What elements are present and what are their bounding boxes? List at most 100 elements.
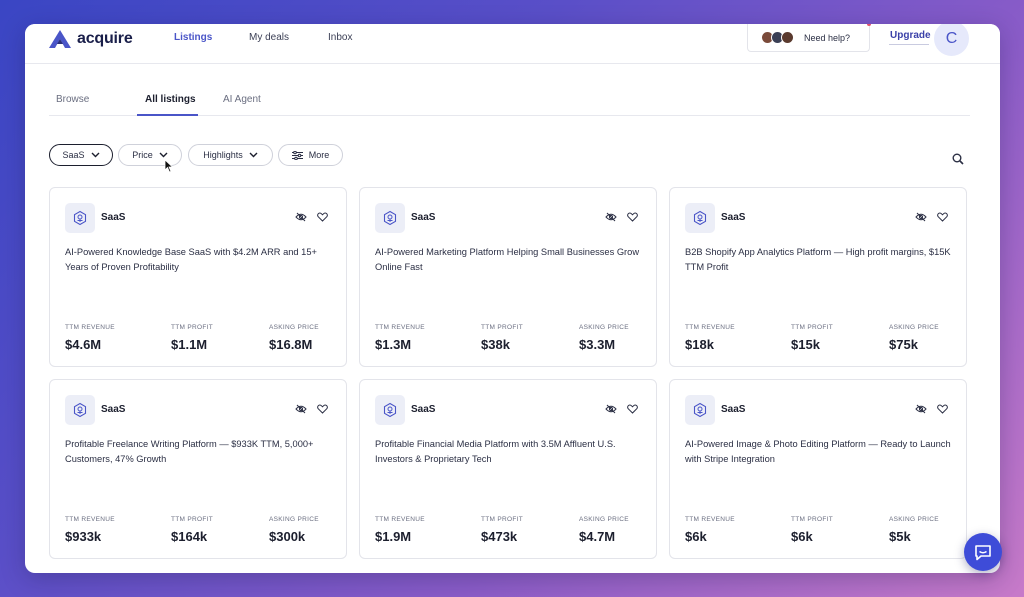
ttm-profit-label: TTM PROFIT — [171, 324, 213, 331]
tab-all-listings[interactable]: All listings — [145, 94, 196, 105]
saas-category-icon — [65, 203, 95, 233]
chat-support-button[interactable] — [964, 533, 1002, 571]
ttm-revenue-label: TTM REVENUE — [685, 324, 735, 331]
nav-inbox[interactable]: Inbox — [328, 32, 353, 43]
listing-card[interactable]: SaaS B2B Shopify App Analytics Platform … — [669, 187, 967, 367]
hide-icon[interactable] — [915, 404, 927, 414]
upgrade-underline — [889, 44, 929, 45]
hide-icon[interactable] — [295, 404, 307, 414]
asking-price-value: $4.7M — [579, 529, 616, 544]
ttm-revenue-value: $933k — [65, 529, 102, 544]
app-window: acquire Listings My deals Inbox Need hel… — [25, 24, 1000, 573]
ttm-revenue-value: $18k — [685, 337, 714, 352]
ttm-revenue-label: TTM REVENUE — [65, 324, 115, 331]
asking-price-label: ASKING PRICE — [579, 324, 629, 331]
saas-category-icon — [375, 395, 405, 425]
listing-title[interactable]: Profitable Financial Media Platform with… — [375, 439, 616, 464]
filter-label: Highlights — [203, 150, 243, 160]
hide-icon[interactable] — [605, 212, 617, 222]
asking-price-value: $75k — [889, 337, 918, 352]
mouse-cursor-icon — [164, 159, 174, 173]
acquire-logo-icon — [49, 30, 71, 48]
notification-dot — [867, 24, 871, 26]
ttm-revenue-label: TTM REVENUE — [375, 516, 425, 523]
saas-category-icon — [685, 395, 715, 425]
asking-price-value: $300k — [269, 529, 306, 544]
listing-category: SaaS — [721, 404, 746, 415]
listing-card[interactable]: SaaS AI-Powered Marketing Platform Helpi… — [359, 187, 657, 367]
listing-card[interactable]: SaaS AI-Powered Knowledge Base SaaS with… — [49, 187, 347, 367]
filter-label: SaaS — [62, 150, 85, 160]
listing-title[interactable]: AI-Powered Knowledge Base SaaS with $4.2… — [65, 247, 317, 272]
ttm-profit-label: TTM PROFIT — [791, 516, 833, 523]
logo[interactable]: acquire — [48, 28, 133, 50]
listing-category: SaaS — [721, 212, 746, 223]
chat-icon — [975, 544, 991, 560]
user-avatar[interactable]: C — [934, 24, 969, 56]
sliders-icon — [291, 150, 303, 160]
nav-listings[interactable]: Listings — [174, 32, 213, 43]
filter-label: More — [308, 150, 330, 160]
chevron-down-icon — [91, 152, 100, 158]
search-icon[interactable] — [952, 153, 964, 165]
ttm-revenue-value: $1.3M — [375, 337, 412, 352]
heart-icon[interactable] — [937, 212, 948, 222]
ttm-revenue-label: TTM REVENUE — [375, 324, 425, 331]
asking-price-value: $16.8M — [269, 337, 313, 352]
hide-icon[interactable] — [605, 404, 617, 414]
tab-browse[interactable]: Browse — [56, 94, 90, 105]
listing-card[interactable]: SaaS Profitable Freelance Writing Platfo… — [49, 379, 347, 559]
listing-card[interactable]: SaaS AI-Powered Image & Photo Editing Pl… — [669, 379, 967, 559]
heart-icon[interactable] — [937, 404, 948, 414]
help-button[interactable]: Need help? — [747, 24, 871, 52]
support-avatar — [781, 31, 794, 44]
ttm-revenue-value: $4.6M — [65, 337, 102, 352]
listing-category: SaaS — [411, 212, 436, 223]
filter-saas[interactable]: SaaS — [49, 144, 113, 166]
hide-icon[interactable] — [915, 212, 927, 222]
ttm-profit-label: TTM PROFIT — [481, 324, 523, 331]
heart-icon[interactable] — [627, 404, 638, 414]
ttm-profit-value: $15k — [791, 337, 820, 352]
tab-ai-agent[interactable]: AI Agent — [223, 94, 261, 105]
listing-title[interactable]: AI-Powered Marketing Platform Helping Sm… — [375, 247, 640, 272]
hide-icon[interactable] — [295, 212, 307, 222]
help-label: Need help? — [804, 32, 851, 43]
upgrade-link[interactable]: Upgrade — [890, 30, 931, 41]
saas-category-icon — [375, 203, 405, 233]
brand-name: acquire — [77, 30, 133, 47]
top-navigation: acquire Listings My deals Inbox Need hel… — [25, 24, 1000, 64]
ttm-profit-value: $164k — [171, 529, 208, 544]
ttm-profit-value: $6k — [791, 529, 813, 544]
ttm-profit-value: $473k — [481, 529, 518, 544]
listing-tabs: Browse All listings AI Agent — [49, 88, 970, 116]
ttm-profit-value: $1.1M — [171, 337, 208, 352]
active-tab-indicator — [137, 114, 198, 116]
saas-category-icon — [685, 203, 715, 233]
ttm-profit-label: TTM PROFIT — [791, 324, 833, 331]
listing-category: SaaS — [411, 404, 436, 415]
nav-my-deals[interactable]: My deals — [249, 32, 290, 43]
asking-price-label: ASKING PRICE — [889, 516, 939, 523]
listing-title[interactable]: Profitable Freelance Writing Platform — … — [65, 439, 314, 464]
listing-category: SaaS — [101, 212, 126, 223]
listing-title[interactable]: AI-Powered Image & Photo Editing Platfor… — [685, 439, 951, 464]
filter-label: Price — [132, 150, 153, 160]
ttm-profit-label: TTM PROFIT — [171, 516, 213, 523]
chevron-down-icon — [159, 152, 168, 158]
listing-title[interactable]: B2B Shopify App Analytics Platform — Hig… — [685, 247, 951, 272]
asking-price-value: $3.3M — [579, 337, 616, 352]
ttm-profit-value: $38k — [481, 337, 510, 352]
asking-price-label: ASKING PRICE — [269, 324, 319, 331]
listing-card[interactable]: SaaS Profitable Financial Media Platform… — [359, 379, 657, 559]
heart-icon[interactable] — [317, 212, 328, 222]
asking-price-label: ASKING PRICE — [889, 324, 939, 331]
listing-category: SaaS — [101, 404, 126, 415]
heart-icon[interactable] — [627, 212, 638, 222]
heart-icon[interactable] — [317, 404, 328, 414]
asking-price-value: $5k — [889, 529, 911, 544]
filter-highlights[interactable]: Highlights — [188, 144, 273, 166]
support-avatars — [761, 31, 794, 44]
filter-more[interactable]: More — [278, 144, 343, 166]
ttm-revenue-value: $1.9M — [375, 529, 412, 544]
